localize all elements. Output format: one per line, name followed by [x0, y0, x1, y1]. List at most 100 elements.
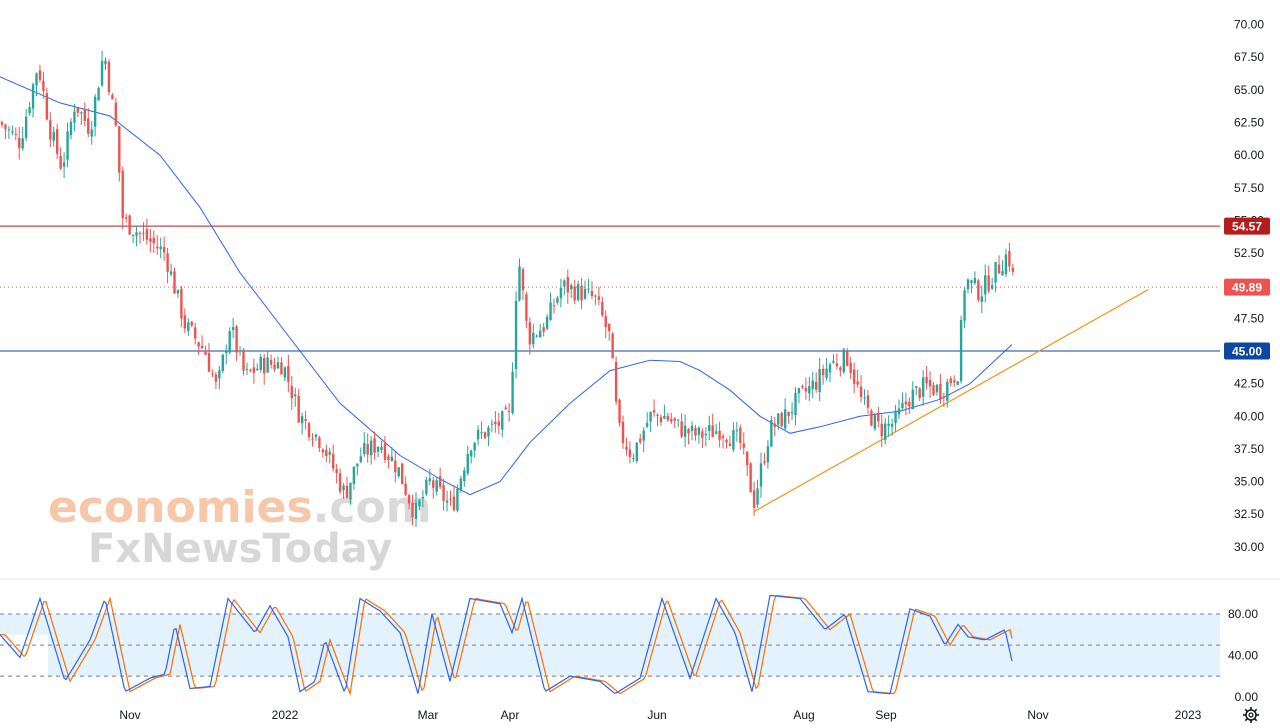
candle — [680, 413, 683, 439]
candle — [366, 433, 369, 463]
candle — [480, 421, 483, 440]
candle — [325, 444, 328, 463]
candle — [459, 475, 463, 493]
candle — [614, 356, 618, 405]
moving-average — [0, 76, 1013, 496]
candle — [335, 463, 338, 484]
candle — [842, 347, 845, 374]
candle — [449, 490, 452, 506]
trendline — [753, 289, 1149, 513]
candle — [746, 451, 749, 477]
candle — [66, 122, 69, 168]
candle — [763, 452, 766, 466]
watermark-line2: FxNewsToday — [88, 526, 392, 572]
candle — [14, 127, 17, 141]
candle — [31, 82, 35, 118]
candle — [697, 426, 701, 444]
candle — [566, 269, 569, 304]
candle — [901, 392, 904, 412]
candle — [514, 291, 518, 379]
price-tick-label: 65.00 — [1234, 83, 1264, 97]
stochastic-axis[interactable]: 0.00 40.00 80.00 — [1228, 607, 1258, 704]
candle — [994, 261, 997, 293]
gear-icon[interactable] — [1243, 707, 1259, 723]
candle — [773, 417, 776, 437]
candle — [152, 230, 155, 254]
candle — [580, 278, 583, 309]
candle — [770, 415, 773, 448]
candle — [590, 281, 594, 300]
candle — [987, 265, 990, 294]
candle — [35, 72, 38, 97]
candle — [83, 102, 86, 127]
stochastic-d-line — [0, 594, 1013, 697]
candle — [683, 414, 687, 448]
candle — [131, 234, 135, 243]
candle — [935, 383, 939, 396]
candle — [880, 414, 883, 448]
time-axis[interactable]: Nov 2022 Mar Apr Jun Aug Sep Nov 2023 — [119, 708, 1201, 722]
candle — [207, 343, 211, 373]
candle — [501, 410, 504, 438]
candle — [245, 362, 249, 376]
candle — [908, 397, 911, 414]
stochastic-tick-label: 40.00 — [1228, 648, 1258, 662]
candle — [725, 438, 728, 449]
candle — [963, 286, 966, 329]
candle — [7, 126, 11, 139]
candle — [266, 351, 269, 374]
price-tick-label: 35.00 — [1234, 475, 1264, 489]
candle — [93, 94, 97, 137]
candle — [404, 476, 407, 497]
candle — [442, 478, 445, 511]
candle — [197, 341, 200, 355]
candle — [280, 356, 283, 375]
candle — [311, 433, 314, 447]
price-tick-label: 52.50 — [1234, 246, 1264, 260]
candle — [659, 414, 663, 426]
time-tick-label: Nov — [1027, 708, 1048, 722]
candle — [418, 498, 421, 511]
candle — [159, 237, 162, 259]
candle — [504, 404, 507, 410]
candle — [180, 286, 183, 328]
candle — [456, 484, 459, 513]
candle — [832, 353, 835, 364]
candle — [946, 378, 949, 408]
candle — [811, 371, 814, 399]
candle — [925, 365, 928, 390]
candle — [708, 415, 711, 441]
candle — [125, 213, 128, 223]
candle — [545, 314, 549, 331]
candle — [397, 467, 400, 479]
price-tick-label: 37.50 — [1234, 442, 1264, 456]
candle — [611, 332, 614, 359]
price-tick-label: 30.00 — [1234, 540, 1264, 554]
candle — [873, 412, 877, 432]
candle — [314, 433, 318, 442]
candle — [852, 362, 856, 393]
candle — [911, 381, 914, 410]
candle — [804, 377, 808, 400]
stochastic-oscillator — [0, 594, 1013, 697]
candle — [401, 463, 404, 485]
candle — [511, 362, 514, 415]
candle — [349, 482, 352, 505]
candle — [990, 277, 994, 290]
candle — [87, 108, 90, 137]
candle — [690, 421, 694, 441]
candle — [932, 382, 935, 397]
candle — [332, 444, 335, 472]
candle — [918, 386, 921, 402]
candle — [711, 413, 714, 438]
candle — [252, 358, 256, 384]
candle — [856, 369, 859, 388]
candle — [583, 280, 587, 301]
candle — [1008, 242, 1011, 272]
candle — [528, 317, 532, 356]
time-tick-label: Jun — [647, 708, 666, 722]
price-tick-label: 57.50 — [1234, 181, 1264, 195]
candle — [387, 453, 390, 469]
candle — [877, 406, 880, 428]
